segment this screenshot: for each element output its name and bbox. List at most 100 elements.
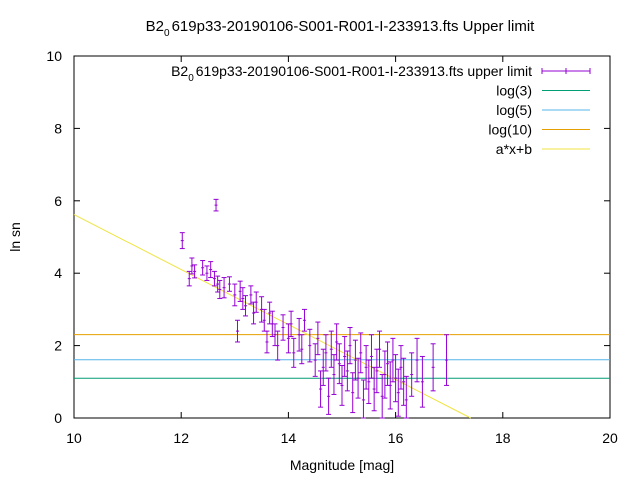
data-point: [339, 365, 345, 406]
data-point: [347, 327, 353, 365]
data-point: [401, 357, 407, 406]
data-point: [355, 357, 361, 399]
data-point: [323, 334, 329, 372]
data-point: [379, 374, 385, 419]
x-tick-label: 20: [602, 430, 618, 446]
data-point: [240, 287, 246, 310]
data-point: [430, 343, 436, 392]
x-tick-label: 14: [281, 430, 297, 446]
data-point: [264, 330, 270, 354]
data-point: [358, 332, 364, 374]
data-point: [390, 337, 396, 383]
data-point: [344, 350, 350, 392]
data-point: [320, 348, 326, 386]
data-point: [226, 276, 232, 292]
data-point: [352, 339, 358, 381]
data-point: [204, 265, 210, 281]
data-point: [368, 334, 374, 379]
data-point: [312, 343, 318, 377]
data-point: [269, 310, 275, 338]
x-tick-label: 10: [66, 430, 82, 446]
data-point: [398, 345, 404, 390]
data-point: [253, 291, 259, 313]
data-point: [215, 275, 221, 293]
legend-item: log(5): [496, 102, 590, 118]
x-tick-label: 16: [388, 430, 404, 446]
data-point: [331, 354, 337, 395]
legend-label: log(10): [488, 122, 532, 138]
data-point: [301, 308, 307, 332]
data-point: [419, 355, 425, 408]
data-point: [334, 323, 340, 361]
data-point: [315, 321, 321, 356]
data-point: [186, 270, 192, 287]
legend-item: log(10): [488, 122, 590, 138]
data-point: [414, 337, 420, 383]
data-point: [342, 336, 348, 377]
data-point: [179, 232, 185, 250]
data-point: [382, 350, 388, 399]
legend-label: a*x+b: [496, 141, 532, 157]
x-axis-label: Magnitude [mag]: [290, 457, 394, 473]
x-axis: 10 12 14 16 18 20: [66, 56, 618, 446]
chart-title-prefix: B2: [146, 18, 164, 35]
data-point: [208, 261, 214, 279]
data-point: [387, 361, 393, 410]
data-point: [366, 359, 372, 405]
data-point: [285, 323, 291, 354]
legend-label: B20 619p33-20190106-S001-R001-I-233913.ft…: [171, 63, 532, 84]
data-point: [371, 366, 377, 412]
data-point: [213, 198, 219, 212]
data-point: [307, 328, 313, 363]
y-axis-label: ln sn: [7, 222, 23, 252]
data-point: [393, 354, 399, 403]
data-point: [232, 283, 238, 307]
data-point: [350, 372, 356, 414]
data-point: [409, 352, 415, 397]
y-tick-label: 6: [54, 193, 62, 209]
y-tick-label: 10: [46, 48, 62, 64]
plot-area: [73, 198, 610, 419]
data-point: [299, 334, 305, 365]
data-point: [211, 270, 217, 287]
plot-frame: [73, 55, 611, 419]
data-point: [363, 345, 369, 390]
data-point: [243, 295, 249, 317]
data-point: [296, 317, 302, 352]
y-tick-label: 4: [54, 265, 62, 281]
data-point: [221, 277, 227, 299]
data-point: [248, 285, 254, 305]
data-point: [280, 314, 286, 341]
y-tick-label: 8: [54, 120, 62, 136]
y-tick-label: 2: [54, 338, 62, 354]
data-point: [377, 330, 383, 368]
data-point: [326, 377, 332, 415]
x-tick-label: 12: [173, 430, 189, 446]
data-point: [318, 370, 324, 408]
data-point: [267, 301, 273, 325]
data-point: [336, 343, 342, 385]
legend: B20 619p33-20190106-S001-R001-I-233913.ft…: [171, 63, 591, 157]
data-point: [444, 334, 450, 386]
data-point: [237, 280, 243, 302]
legend-item: B20 619p33-20190106-S001-R001-I-233913.ft…: [171, 63, 591, 84]
data-point: [234, 319, 240, 343]
chart-title-rest: 619p33-20190106-S001-R001-I-233913.fts U…: [172, 18, 536, 35]
y-axis: 0 2 4 6 8 10: [46, 48, 610, 426]
chart-title: B20 619p33-20190106-S001-R001-I-233913.ft…: [146, 18, 535, 39]
data-point: [217, 279, 223, 300]
legend-label: log(3): [496, 83, 532, 99]
data-point: [189, 257, 195, 275]
data-point: [385, 341, 391, 386]
data-point: [275, 330, 281, 361]
data-point: [328, 330, 334, 368]
legend-item: log(3): [496, 83, 590, 99]
data-point: [403, 375, 409, 419]
legend-item: a*x+b: [496, 141, 590, 157]
data-point: [291, 337, 297, 368]
y-tick-label: 0: [54, 410, 62, 426]
data-point: [288, 310, 294, 338]
data-point: [395, 368, 401, 417]
legend-label: log(5): [496, 102, 532, 118]
